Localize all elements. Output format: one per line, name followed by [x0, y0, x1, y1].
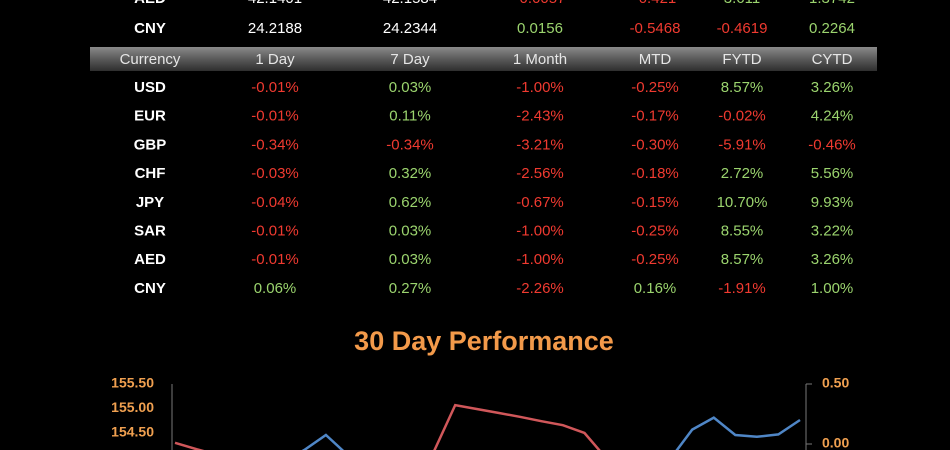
value-cell: 0.11%: [389, 108, 430, 125]
value-cell: 42.1401: [248, 0, 302, 7]
column-header: 1 Day: [255, 51, 295, 68]
value-cell: 0.0156: [517, 20, 563, 37]
value-cell: 8.57%: [721, 251, 764, 268]
value-cell: -1.91%: [718, 280, 766, 297]
value-cell: 0.06%: [254, 280, 297, 297]
value-cell: -0.30%: [631, 136, 679, 153]
value-cell: -0.25%: [631, 251, 679, 268]
column-header: FYTD: [722, 51, 761, 68]
column-header: MTD: [639, 51, 672, 68]
value-cell: -2.26%: [516, 280, 564, 297]
series-line: [301, 416, 801, 450]
value-cell: 0.62%: [389, 194, 432, 211]
value-cell: -0.02%: [718, 108, 766, 125]
header-bar: [90, 47, 877, 71]
currency: CNY: [134, 280, 166, 297]
currency: SAR: [134, 222, 166, 239]
value-cell: 0.32%: [389, 165, 432, 182]
y-tick-label: 155.50: [111, 375, 154, 391]
value-cell: 9.93%: [811, 194, 854, 211]
currency: AED: [134, 251, 166, 268]
value-cell: 0.2264: [809, 20, 855, 37]
currency: USD: [134, 79, 166, 96]
value-cell: -2.56%: [516, 165, 564, 182]
currency: JPY: [136, 194, 164, 211]
currency: GBP: [134, 136, 167, 153]
value-cell: -0.0057: [515, 0, 566, 7]
value-cell: -0.25%: [631, 79, 679, 96]
y-tick-label: 154.00: [111, 448, 154, 450]
series-line: [174, 403, 601, 450]
column-header: 7 Day: [390, 51, 430, 68]
value-cell: 0.03%: [389, 251, 432, 268]
value-cell: 3.611: [724, 0, 760, 7]
value-cell: 1.00%: [811, 280, 854, 297]
value-cell: 0.03%: [389, 79, 432, 96]
value-cell: -0.34%: [386, 136, 434, 153]
value-cell: -3.21%: [516, 136, 564, 153]
value-cell: -0.17%: [631, 108, 679, 125]
y-tick-label: 155.00: [111, 399, 154, 415]
value-cell: -0.5468: [630, 20, 681, 37]
currency: CNY: [134, 20, 166, 37]
value-cell: -0.18%: [631, 165, 679, 182]
value-cell: 3.26%: [811, 251, 854, 268]
value-cell: -0.25%: [631, 222, 679, 239]
value-cell: -1.00%: [516, 79, 564, 96]
value-cell: 24.2188: [248, 20, 302, 37]
value-cell: -0.4619: [717, 20, 768, 37]
value-cell: 42.1584: [383, 0, 437, 7]
value-cell: -5.91%: [718, 136, 766, 153]
value-cell: 8.55%: [721, 222, 764, 239]
value-cell: 3.22%: [811, 222, 854, 239]
value-cell: -0.421: [634, 0, 677, 7]
value-cell: -1.00%: [516, 251, 564, 268]
currency: CHF: [135, 165, 166, 182]
value-cell: 0.03%: [389, 222, 432, 239]
column-header: Currency: [120, 51, 181, 68]
value-cell: 8.57%: [721, 79, 764, 96]
chart-title: 30 Day Performance: [354, 326, 614, 356]
value-cell: -2.43%: [516, 108, 564, 125]
value-cell: 4.24%: [811, 108, 854, 125]
value-cell: 0.16%: [634, 280, 677, 297]
y2-tick-label: 0.00: [822, 435, 849, 450]
value-cell: -0.15%: [631, 194, 679, 211]
value-cell: -0.01%: [251, 108, 299, 125]
value-cell: -0.01%: [251, 79, 299, 96]
value-cell: -0.67%: [516, 194, 564, 211]
value-cell: -0.34%: [251, 136, 299, 153]
value-cell: -0.01%: [251, 222, 299, 239]
value-cell: -0.46%: [808, 136, 856, 153]
value-cell: -1.00%: [516, 222, 564, 239]
column-header: CYTD: [812, 51, 853, 68]
value-cell: -0.03%: [251, 165, 299, 182]
currency: AED: [134, 0, 166, 7]
y2-tick-label: 0.50: [822, 375, 849, 391]
value-cell: 1.3742: [809, 0, 855, 7]
currency: EUR: [134, 108, 166, 125]
value-cell: 3.26%: [811, 79, 854, 96]
value-cell: -0.04%: [251, 194, 299, 211]
value-cell: 0.27%: [389, 280, 432, 297]
value-cell: 10.70%: [717, 194, 768, 211]
y-tick-label: 154.50: [111, 424, 154, 440]
value-cell: -0.01%: [251, 251, 299, 268]
value-cell: 24.2344: [383, 20, 437, 37]
value-cell: 5.56%: [811, 165, 854, 182]
column-header: 1 Month: [513, 51, 567, 68]
value-cell: 2.72%: [721, 165, 764, 182]
